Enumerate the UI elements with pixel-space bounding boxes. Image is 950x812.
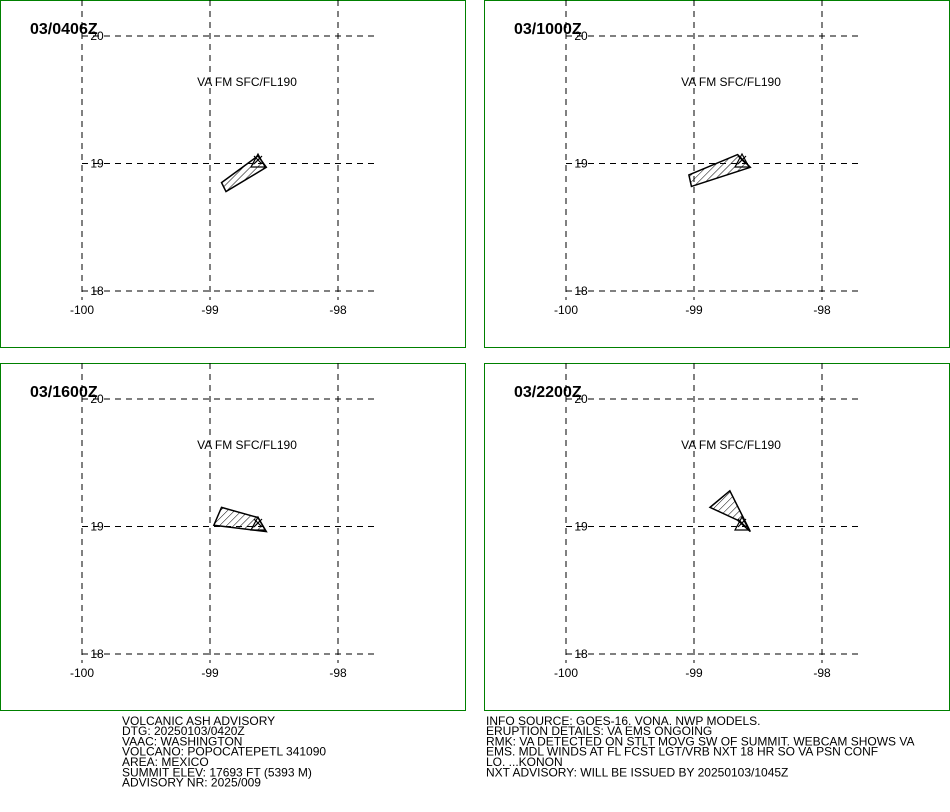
lon-label: -100 xyxy=(70,303,94,317)
lat-label: 19 xyxy=(574,157,588,171)
time-label: 03/1000Z xyxy=(514,21,582,38)
advisory-line: SUMMIT ELEV: 17693 FT (5393 M) xyxy=(122,765,312,779)
advisory-line: ADVISORY NR: 2025/009 xyxy=(122,776,261,790)
panel-border xyxy=(0,0,466,348)
lon-label: -99 xyxy=(201,303,219,317)
lat-label: 20 xyxy=(90,392,104,406)
advisory-line: RMK: VA DETECTED ON STLT MOVG SW OF SUMM… xyxy=(486,734,914,748)
map-panel: -100 -99 -98 20 19 18 03/1000Z VA FM SFC/FL190 xyxy=(484,0,950,348)
lon-label: -100 xyxy=(554,303,578,317)
advisory-line: VOLCANO: POPOCATEPETL 341090 xyxy=(122,745,326,759)
lat-label: 19 xyxy=(574,520,588,534)
lat-label: 19 xyxy=(90,520,104,534)
advisory-line: INFO SOURCE: GOES-16. VONA. NWP MODELS. xyxy=(486,714,761,728)
lon-label: -100 xyxy=(554,666,578,680)
ash-level-label: VA FM SFC/FL190 xyxy=(197,438,297,452)
lon-label: -99 xyxy=(685,303,703,317)
lat-label: 19 xyxy=(90,157,104,171)
advisory-line: ERUPTION DETAILS: VA EMS ONGOING xyxy=(486,724,712,738)
lon-label: -98 xyxy=(329,666,347,680)
panel-border xyxy=(484,363,950,711)
lat-label: 18 xyxy=(90,284,104,298)
panel-border xyxy=(0,363,466,711)
ash-level-label: VA FM SFC/FL190 xyxy=(197,75,297,89)
ash-level-label: VA FM SFC/FL190 xyxy=(681,75,781,89)
lat-label: 20 xyxy=(90,29,104,43)
time-label: 03/1600Z xyxy=(30,384,98,401)
advisory-line: VAAC: WASHINGTON xyxy=(122,734,242,748)
map-panel: -100 -99 -98 20 19 18 03/0406Z VA FM SFC/FL190 xyxy=(0,0,466,348)
advisory-line: NXT ADVISORY: WILL BE ISSUED BY 20250103… xyxy=(486,765,788,779)
lat-label: 20 xyxy=(574,29,588,43)
time-label: 03/2200Z xyxy=(514,384,582,401)
volcano-symbol xyxy=(733,152,751,168)
lat-label: 18 xyxy=(90,647,104,661)
time-label: 03/0406Z xyxy=(30,21,98,38)
ash-area xyxy=(688,153,752,188)
advisory-line: VOLCANIC ASH ADVISORY xyxy=(122,714,275,728)
lon-label: -98 xyxy=(329,303,347,317)
map-panel: -100 -99 -98 20 19 18 03/2200Z VA FM SFC/FL190 xyxy=(484,363,950,711)
volcano-symbol xyxy=(249,152,267,168)
lon-label: -99 xyxy=(685,666,703,680)
lat-label: 18 xyxy=(574,284,588,298)
volcano-symbol xyxy=(733,515,751,531)
advisory-line: EMS. MDL WINDS AT FL FCST LGT/VRB NXT 18… xyxy=(486,745,878,759)
ash-level-label: VA FM SFC/FL190 xyxy=(681,438,781,452)
lon-label: -99 xyxy=(201,666,219,680)
map-panel: -100 -99 -98 20 19 18 03/1600Z VA FM SFC/FL190 xyxy=(0,363,466,711)
lat-label: 20 xyxy=(574,392,588,406)
advisory-line: AREA: MEXICO xyxy=(122,755,209,769)
lat-label: 18 xyxy=(574,647,588,661)
lon-label: -98 xyxy=(813,666,831,680)
lon-label: -98 xyxy=(813,303,831,317)
advisory-line: LO. ...KONON xyxy=(486,755,563,769)
volcano-symbol xyxy=(249,515,267,531)
ash-area xyxy=(212,506,268,533)
lon-label: -100 xyxy=(70,666,94,680)
advisory-line: DTG: 20250103/0420Z xyxy=(122,724,245,738)
